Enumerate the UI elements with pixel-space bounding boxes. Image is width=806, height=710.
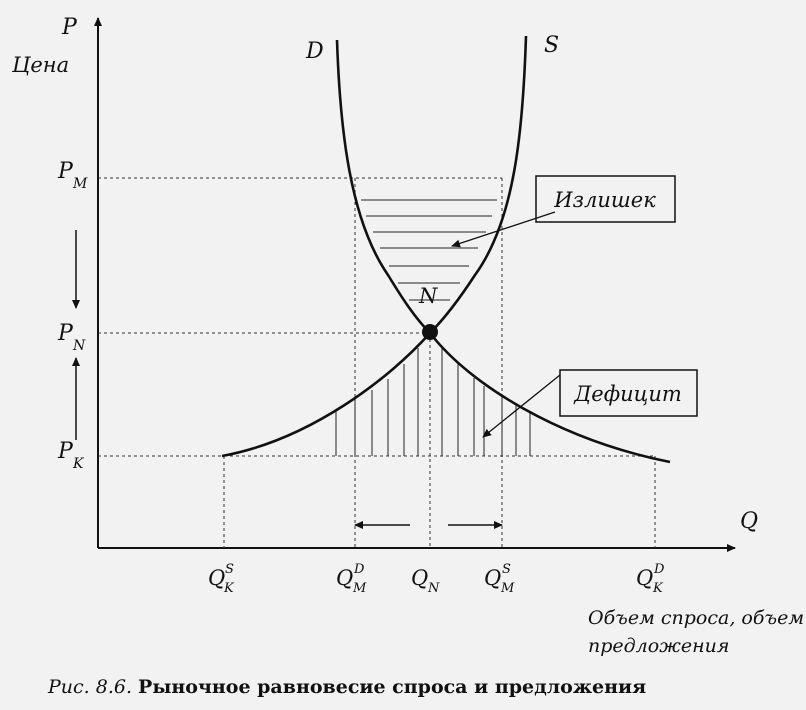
- price-label-pn: P N: [57, 321, 86, 354]
- price-label-pm: P M: [57, 159, 88, 192]
- y-axis-symbol: P: [61, 15, 78, 40]
- x-axis-symbol: Q: [740, 509, 758, 534]
- deficit-label: Дефицит: [573, 382, 682, 406]
- demand-curve: [335, 39, 671, 464]
- price-label-pk: P K: [57, 439, 85, 472]
- surplus-callout: Излишек: [451, 175, 676, 248]
- svg-text:S: S: [502, 562, 511, 577]
- svg-text:M: M: [500, 581, 515, 596]
- quantity-label-qk-d: Q D K: [636, 562, 665, 596]
- guide-lines: [98, 177, 656, 548]
- svg-text:D: D: [353, 562, 365, 577]
- surplus-label: Излишек: [553, 188, 656, 212]
- deficit-callout: Дефицит: [482, 369, 698, 438]
- svg-text:N: N: [72, 338, 86, 354]
- svg-text:P: P: [57, 159, 74, 184]
- svg-text:Q: Q: [484, 566, 501, 590]
- svg-text:M: M: [72, 176, 88, 192]
- y-axis-word: Цена: [11, 53, 69, 77]
- x-axis-word-line2: предложения: [588, 635, 729, 657]
- svg-text:K: K: [223, 581, 235, 596]
- figure-number: Рис. 8.6.: [48, 676, 132, 698]
- svg-text:S: S: [225, 562, 234, 577]
- quantity-label-qk-s: Q S K: [208, 562, 235, 596]
- quantity-label-qn: Q N: [411, 566, 440, 596]
- surplus-pointer: [451, 211, 556, 248]
- svg-text:K: K: [72, 456, 85, 472]
- figure-caption: Рис. 8.6. Рыночное равновесие спроса и п…: [48, 676, 788, 698]
- quantity-label-qm-s: Q S M: [484, 562, 515, 596]
- svg-text:P: P: [57, 439, 74, 464]
- svg-text:Q: Q: [208, 566, 225, 590]
- equilibrium-point: [422, 324, 438, 340]
- svg-text:M: M: [352, 581, 367, 596]
- svg-text:Q: Q: [636, 566, 653, 590]
- supply-curve: [221, 35, 528, 458]
- demand-label: D: [305, 39, 324, 64]
- svg-text:Q: Q: [336, 566, 353, 590]
- deficit-hatching: [335, 348, 531, 456]
- svg-text:D: D: [653, 562, 665, 577]
- quantity-label-qm-d: Q D M: [336, 562, 367, 596]
- equilibrium-label: N: [418, 284, 438, 308]
- svg-text:P: P: [57, 321, 74, 346]
- figure-title: Рыночное равновесие спроса и предложения: [138, 676, 647, 698]
- surplus-hatching: [361, 199, 497, 301]
- x-axis-word-line1: Объем спроса, объем: [588, 607, 804, 629]
- supply-label: S: [544, 33, 559, 58]
- deficit-pointer: [482, 374, 561, 438]
- svg-text:N: N: [427, 581, 440, 596]
- svg-text:Q: Q: [411, 566, 428, 590]
- svg-text:K: K: [652, 581, 664, 596]
